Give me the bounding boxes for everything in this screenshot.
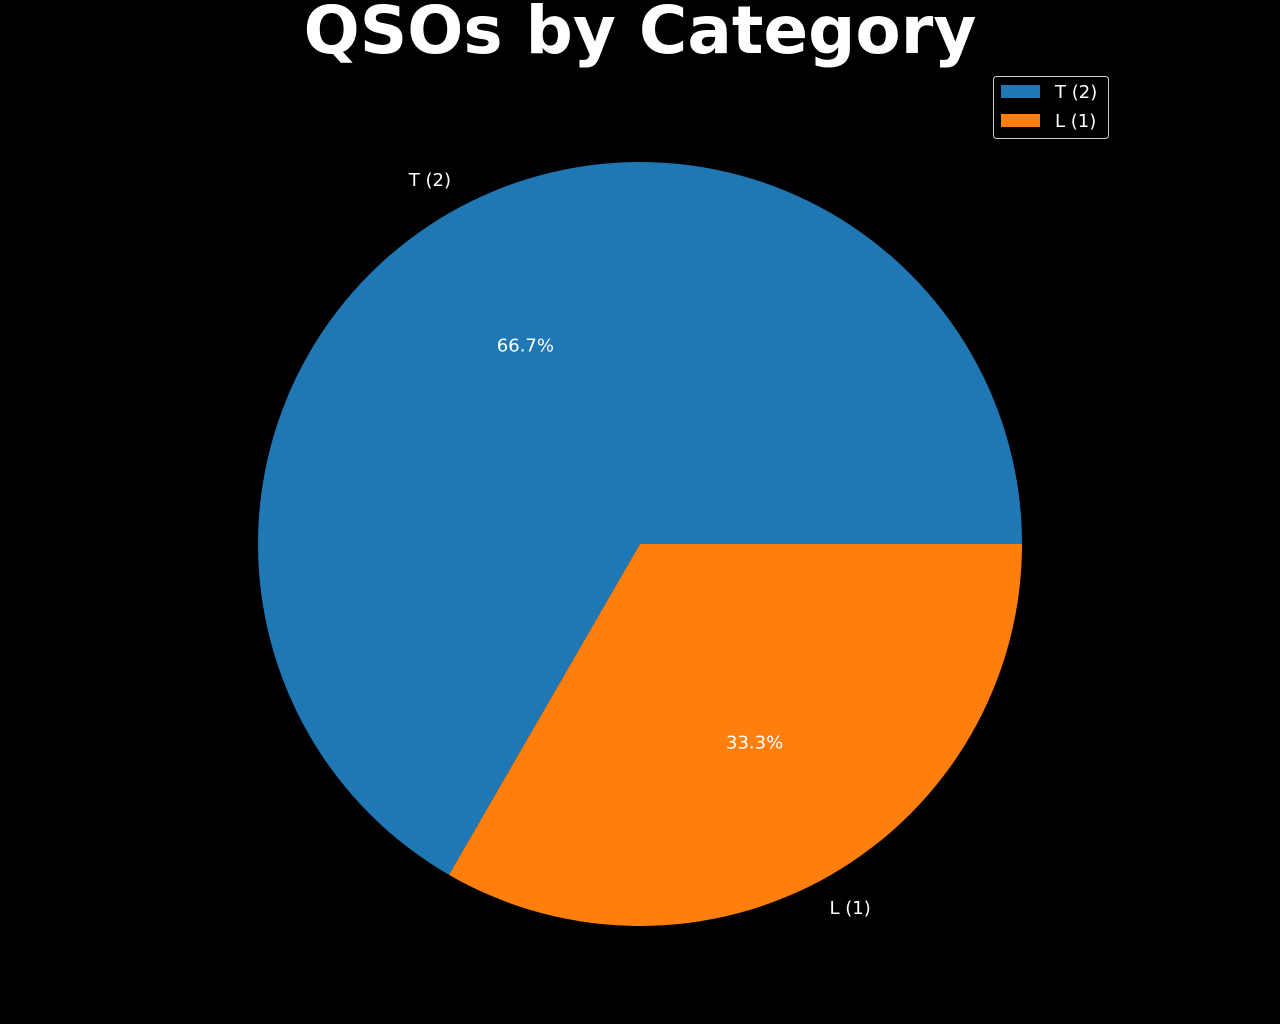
slice-label-l: L (1) bbox=[829, 898, 870, 919]
chart-title: QSOs by Category bbox=[304, 0, 977, 69]
pie-slice-t bbox=[258, 161, 1022, 875]
legend-label-l: L (1) bbox=[1055, 111, 1096, 132]
legend: T (2) L (1) bbox=[993, 76, 1109, 139]
slice-percent-t: 66.7% bbox=[497, 336, 554, 357]
pie-slice-l bbox=[449, 544, 1022, 926]
legend-label-t: T (2) bbox=[1054, 82, 1097, 103]
slice-label-t: T (2) bbox=[408, 170, 451, 191]
pie bbox=[258, 161, 1022, 926]
legend-swatch-t bbox=[1001, 85, 1040, 98]
slice-percent-l: 33.3% bbox=[726, 732, 783, 753]
legend-swatch-l bbox=[1001, 114, 1040, 127]
